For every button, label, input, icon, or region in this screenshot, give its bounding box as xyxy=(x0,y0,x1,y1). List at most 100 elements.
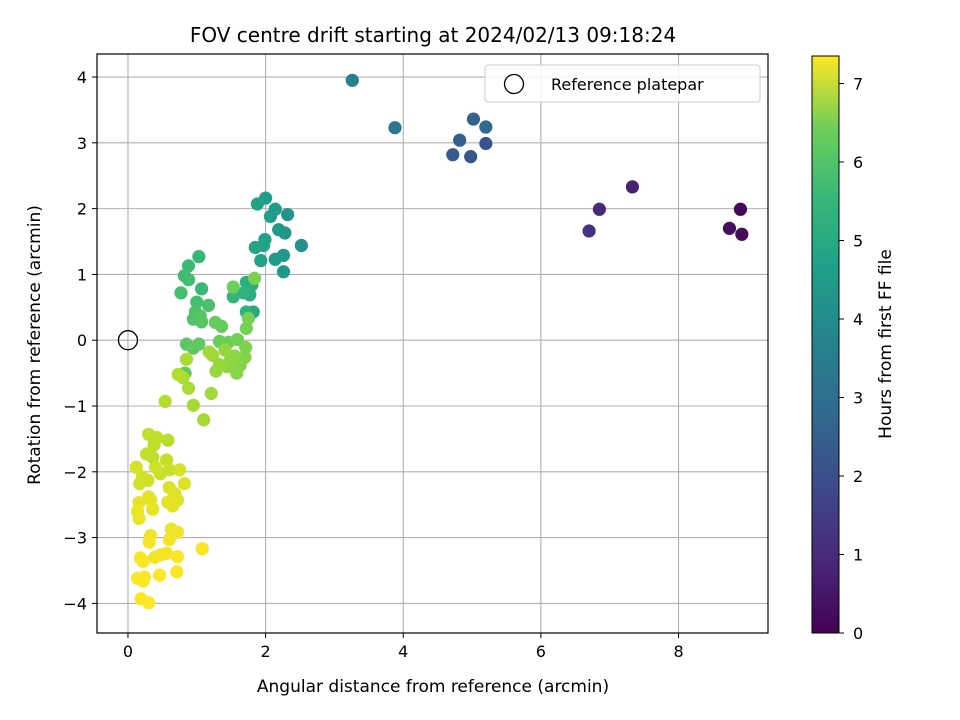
data-point xyxy=(181,381,196,395)
data-point xyxy=(170,565,184,579)
reference-platepar-point xyxy=(117,330,139,351)
data-point xyxy=(197,413,211,427)
data-point xyxy=(248,240,262,255)
y-tick-label: −2 xyxy=(63,463,87,482)
y-tick-label: −1 xyxy=(63,397,87,416)
colorbar-ticks: 0 1 2 3 4 5 6 7 xyxy=(839,74,863,643)
data-point xyxy=(177,477,192,491)
data-point xyxy=(226,290,240,304)
y-tick-label: −3 xyxy=(63,529,87,548)
colorbar-tick-label: 0 xyxy=(853,624,863,643)
legend-box xyxy=(484,64,761,103)
data-point xyxy=(272,223,286,237)
chart-title: FOV centre drift starting at 2024/02/13 … xyxy=(190,23,676,47)
reference-platepar-marker xyxy=(117,330,139,351)
data-point xyxy=(129,460,143,474)
data-point xyxy=(136,554,150,568)
data-point xyxy=(148,550,162,564)
x-tick-label: 0 xyxy=(123,642,133,661)
plot-frame xyxy=(96,53,769,634)
data-point xyxy=(236,286,251,300)
data-point xyxy=(345,73,359,87)
y-tick-label: 4 xyxy=(77,68,87,87)
data-point xyxy=(195,315,209,329)
data-point xyxy=(153,568,167,582)
data-point xyxy=(479,120,493,134)
data-point xyxy=(162,532,176,547)
data-point xyxy=(230,332,244,347)
data-point xyxy=(733,202,748,216)
data-point xyxy=(453,133,467,147)
data-point xyxy=(204,386,218,401)
colorbar-tick-label: 2 xyxy=(853,467,863,486)
data-point xyxy=(466,112,481,126)
colorbar: 0 1 2 3 4 5 6 7 Hours from first FF file xyxy=(811,55,896,643)
data-point xyxy=(582,224,596,238)
data-point xyxy=(241,311,256,326)
data-point xyxy=(146,502,160,516)
data-point xyxy=(592,202,606,216)
y-axis-label: Rotation from reference (arcmin) xyxy=(25,205,45,485)
y-axis-ticks: −4 −3 −2 −1 0 1 2 3 4 xyxy=(63,68,97,613)
data-point xyxy=(142,427,156,441)
data-point xyxy=(722,221,737,235)
data-point xyxy=(142,596,156,610)
data-point xyxy=(479,136,493,151)
data-point xyxy=(142,490,156,504)
colorbar-tick-label: 5 xyxy=(853,231,863,250)
colorbar-tick-label: 7 xyxy=(853,74,863,93)
legend-label: Reference platepar xyxy=(551,75,704,94)
data-point xyxy=(239,340,253,355)
x-axis-ticks: 0 2 4 6 8 xyxy=(123,633,684,661)
x-tick-label: 2 xyxy=(261,642,271,661)
y-tick-label: −4 xyxy=(63,594,87,613)
data-point xyxy=(133,477,147,491)
data-point xyxy=(214,319,229,333)
data-point xyxy=(148,460,163,474)
data-point xyxy=(162,480,176,495)
data-point xyxy=(181,259,196,273)
data-point xyxy=(263,209,278,224)
data-point xyxy=(170,550,185,564)
data-point xyxy=(218,343,232,357)
data-point xyxy=(226,280,240,294)
data-point xyxy=(239,321,253,335)
data-point xyxy=(446,148,460,162)
data-point xyxy=(201,298,216,312)
data-point xyxy=(147,438,161,452)
data-point xyxy=(209,364,223,378)
data-point xyxy=(195,282,209,296)
data-point xyxy=(159,546,174,560)
data-point xyxy=(161,433,175,447)
scatter-points xyxy=(129,73,749,610)
colorbar-tick-label: 3 xyxy=(853,388,863,407)
data-point xyxy=(158,394,172,408)
data-point xyxy=(139,447,154,461)
data-point xyxy=(192,337,206,351)
data-point xyxy=(464,150,478,164)
y-tick-label: 1 xyxy=(77,265,87,284)
data-point xyxy=(388,121,402,135)
legend-marker xyxy=(503,73,525,95)
data-point xyxy=(230,366,244,380)
x-tick-label: 8 xyxy=(673,642,683,661)
data-point xyxy=(161,495,175,509)
y-tick-label: 0 xyxy=(77,331,87,350)
colorbar-tick-label: 6 xyxy=(853,153,863,172)
x-tick-label: 6 xyxy=(536,642,546,661)
data-point xyxy=(247,271,262,285)
data-point xyxy=(202,345,216,359)
data-point xyxy=(268,252,282,266)
data-point xyxy=(250,197,264,211)
data-point xyxy=(142,535,156,549)
data-point xyxy=(281,207,295,222)
y-tick-label: 2 xyxy=(77,200,87,219)
data-point xyxy=(195,542,209,556)
data-point xyxy=(625,180,640,194)
legend: Reference platepar xyxy=(484,64,761,103)
colorbar-label: Hours from first FF file xyxy=(876,249,896,439)
colorbar-gradient xyxy=(811,55,840,634)
data-point xyxy=(171,367,185,382)
data-point xyxy=(294,238,308,253)
